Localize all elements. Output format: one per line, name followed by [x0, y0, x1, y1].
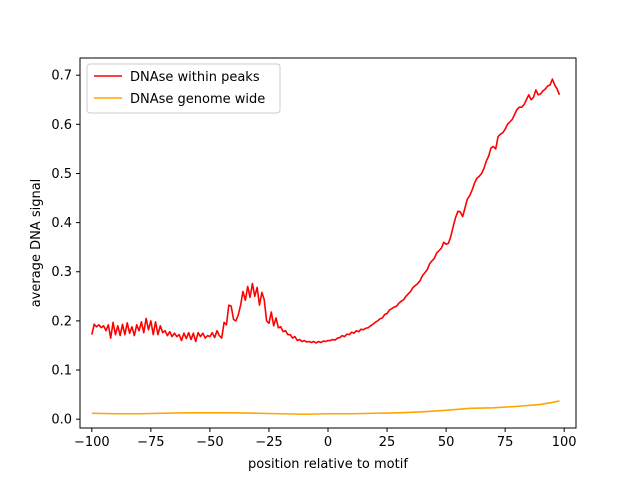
x-tick-label: 100 — [552, 435, 577, 450]
legend: DNAse within peaks DNAse genome wide — [86, 63, 281, 114]
legend-label-genome: DNAse genome wide — [130, 92, 265, 107]
x-tick-label: −75 — [137, 435, 164, 450]
x-tick-label: 25 — [379, 435, 396, 450]
series-line-genome — [91, 400, 560, 416]
x-tick-label: −50 — [196, 435, 223, 450]
x-tick-label: −25 — [255, 435, 282, 450]
y-tick-label: 0.7 — [51, 69, 72, 84]
series-line-peaks — [91, 78, 561, 344]
x-tick-label: −100 — [74, 435, 110, 450]
plot-lines — [91, 78, 561, 416]
y-axis: 0.0 0.1 0.2 0.3 0.4 0.5 0.6 0.7 — [51, 69, 80, 428]
x-tick-label: 75 — [497, 435, 514, 450]
x-tick-label: 50 — [438, 435, 455, 450]
x-axis: −100 −75 −50 −25 0 25 50 75 100 — [74, 428, 577, 450]
y-tick-label: 0.1 — [51, 364, 72, 379]
y-axis-label: average DNA signal — [29, 179, 44, 308]
x-tick-label: 0 — [324, 435, 332, 450]
y-tick-label: 0.6 — [51, 118, 72, 133]
y-tick-label: 0.4 — [51, 216, 72, 231]
y-tick-label: 0.0 — [51, 413, 72, 428]
y-tick-label: 0.3 — [51, 265, 72, 280]
legend-label-peaks: DNAse within peaks — [130, 70, 260, 85]
y-tick-label: 0.5 — [51, 167, 72, 182]
y-tick-label: 0.2 — [51, 314, 72, 329]
x-axis-label: position relative to motif — [248, 457, 408, 472]
legend-box — [86, 63, 281, 114]
